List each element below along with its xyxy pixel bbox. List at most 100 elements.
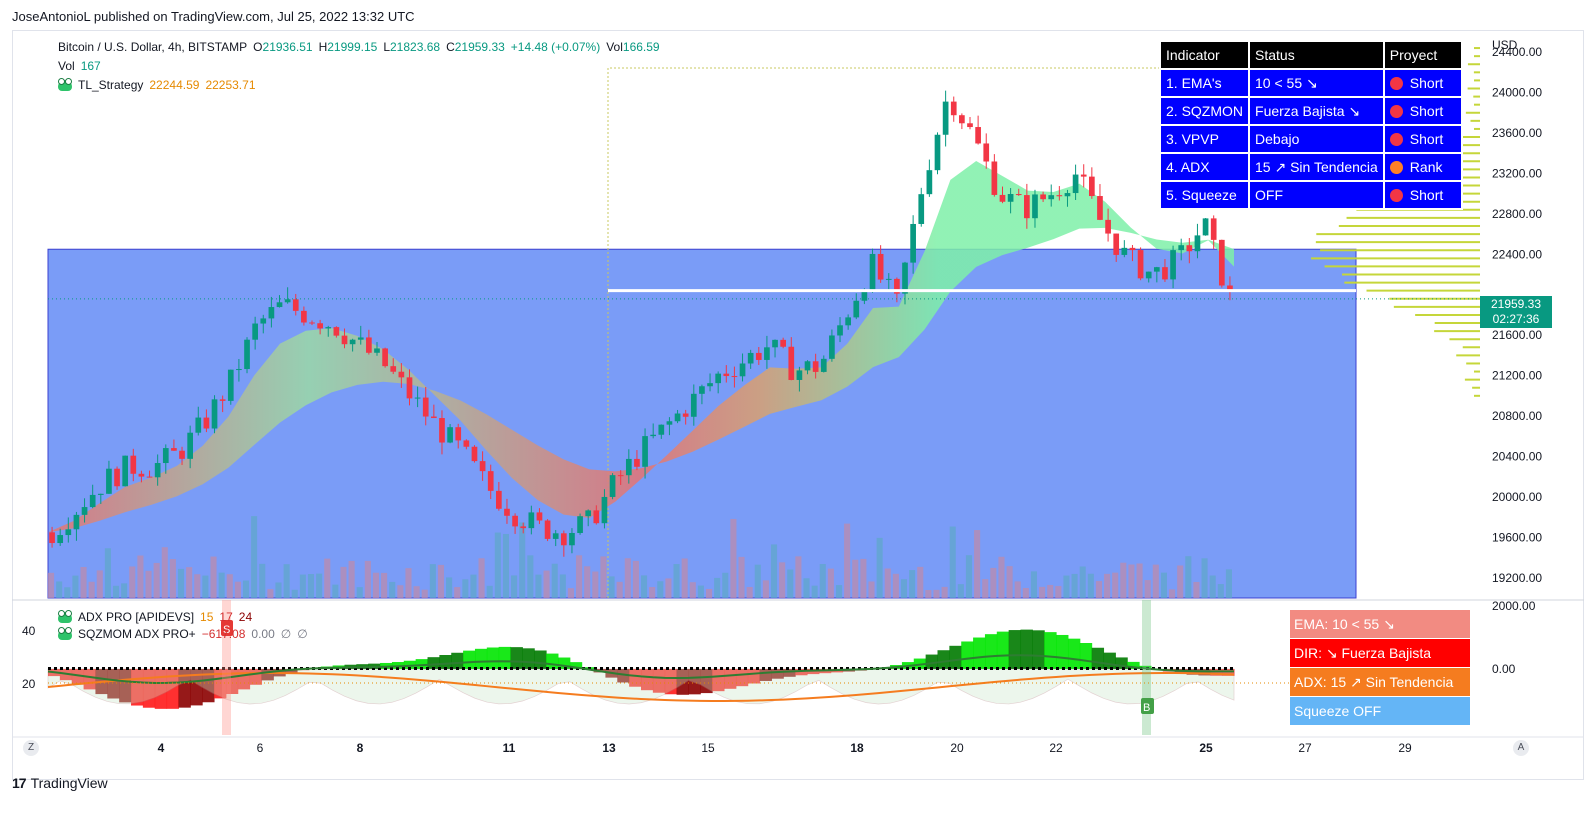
- momentum-bar: [119, 669, 132, 703]
- candle-body: [601, 496, 608, 524]
- candle-body: [114, 468, 120, 487]
- candle-body: [495, 490, 502, 509]
- squeeze-dot: [774, 667, 777, 670]
- candle-body: [292, 299, 299, 311]
- volume-bar: [1128, 564, 1135, 598]
- squeeze-dot: [906, 667, 909, 670]
- volume-bar: [332, 584, 339, 598]
- squeeze-dot: [900, 667, 903, 670]
- momentum-bar: [629, 669, 642, 687]
- squeeze-dot: [1218, 667, 1221, 670]
- volume-bar: [909, 570, 916, 598]
- momentum-bar: [664, 669, 678, 695]
- volume-bar: [876, 537, 883, 598]
- squeeze-dot: [1002, 667, 1005, 670]
- tradingview-logo[interactable]: 17 TradingView: [12, 775, 108, 791]
- volume-bar: [649, 587, 656, 598]
- momentum-bar: [166, 669, 179, 709]
- squeeze-dot: [246, 667, 249, 670]
- volume-bar: [470, 574, 477, 598]
- momentum-bar: [439, 654, 452, 669]
- auto-scale-button[interactable]: A: [1513, 740, 1529, 756]
- strategy-label[interactable]: TL_Strategy: [78, 78, 144, 92]
- squeeze-dot: [702, 667, 705, 670]
- squeeze-dot: [564, 667, 567, 670]
- status-dot-icon: [1389, 161, 1403, 174]
- symbol-label[interactable]: Bitcoin / U.S. Dollar, 4h, BITSTAMP: [58, 40, 248, 54]
- candle-body: [536, 512, 543, 521]
- price-tick-label: 24000.00: [1492, 86, 1542, 100]
- frog-icon: [58, 627, 72, 640]
- candle-body: [861, 290, 868, 301]
- volume-bar: [519, 522, 526, 598]
- volume-bar: [852, 559, 859, 598]
- momentum-bar: [474, 648, 488, 669]
- squeeze-dot: [366, 667, 369, 670]
- momentum-bar: [1044, 632, 1057, 669]
- candle-body: [382, 348, 388, 367]
- table-row: 1. EMA's 10 < 55 ↘ Short: [1158, 68, 1463, 98]
- squeeze-dot: [282, 667, 285, 670]
- squeeze-dot: [84, 667, 87, 670]
- currency-label: USD: [1492, 38, 1518, 52]
- change-value: +14.48 (+0.07%): [510, 40, 601, 54]
- volume-bar: [762, 580, 769, 598]
- momentum-bar: [1222, 669, 1235, 676]
- squeeze-dot: [678, 667, 681, 670]
- candle-body: [812, 361, 819, 372]
- vol-study-label[interactable]: Vol: [58, 59, 75, 73]
- squeeze-dot: [372, 667, 375, 670]
- zoom-scroll-left-button[interactable]: Z: [23, 740, 39, 756]
- volume-bar: [446, 577, 453, 598]
- volume-bar: [226, 574, 233, 598]
- volume-bar: [982, 579, 989, 598]
- squeeze-dot: [1020, 667, 1023, 670]
- squeeze-dot: [48, 667, 51, 670]
- candle-body: [471, 446, 478, 462]
- momentum-bar: [1127, 661, 1140, 669]
- candle-body: [1194, 235, 1201, 252]
- table-header: Proyect: [1382, 40, 1463, 70]
- candle-body: [894, 278, 900, 294]
- status-dot-icon: [1389, 133, 1403, 146]
- momentum-bar: [724, 669, 737, 689]
- candle-body: [1048, 195, 1055, 200]
- volume-bar: [299, 574, 306, 598]
- squeeze-dot: [1116, 667, 1119, 670]
- status-dir: DIR: ↘ Fuerza Bajista: [1290, 639, 1470, 667]
- squeeze-dot: [1110, 667, 1113, 670]
- squeeze-dot: [810, 667, 813, 670]
- candle-body: [512, 515, 518, 527]
- volume-bar: [210, 556, 217, 598]
- volume-bar: [364, 560, 371, 598]
- squeeze-dot: [606, 667, 609, 670]
- squeeze-dot: [780, 667, 783, 670]
- status-ema: EMA: 10 < 55 ↘: [1290, 610, 1470, 638]
- momentum-bar: [486, 647, 500, 669]
- volume-bar: [665, 578, 672, 598]
- candle-body: [1129, 247, 1136, 251]
- candle-body: [252, 323, 258, 340]
- candle-body: [950, 101, 957, 116]
- volume-bar: [437, 564, 445, 598]
- squeeze-dot: [348, 667, 351, 670]
- volume-bar: [746, 586, 753, 598]
- squeeze-dot: [144, 667, 147, 670]
- volume-bar: [1209, 575, 1216, 598]
- bar-countdown: 02:27:36: [1492, 312, 1540, 326]
- squeeze-dot: [546, 667, 549, 670]
- momentum-bar: [202, 669, 215, 703]
- squeeze-dot: [1194, 667, 1197, 670]
- squeeze-dot: [186, 667, 189, 670]
- adx-label[interactable]: ADX PRO [APIDEVS]: [78, 610, 195, 624]
- candle-body: [999, 194, 1006, 202]
- candle-body: [707, 383, 713, 387]
- squeeze-dot: [852, 667, 855, 670]
- tv-logo-icon: 17: [12, 775, 27, 791]
- volume-bar: [608, 576, 615, 598]
- sqzmom-label[interactable]: SQZMOM ADX PRO+: [78, 627, 196, 641]
- volume-bar: [1006, 566, 1013, 598]
- candle-body: [390, 366, 397, 372]
- candle-body: [309, 322, 315, 324]
